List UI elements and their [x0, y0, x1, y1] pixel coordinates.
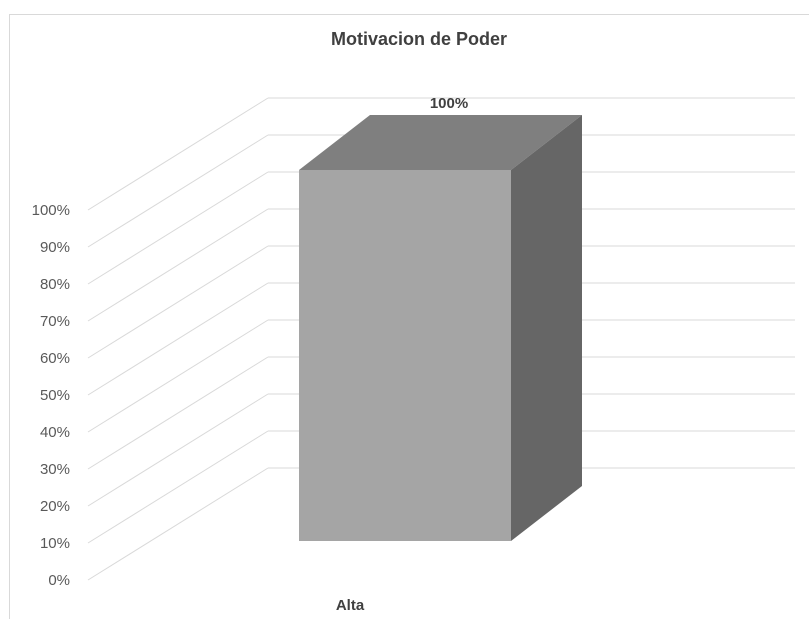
- y-tick-label: 70%: [40, 313, 70, 330]
- bars: [299, 115, 582, 541]
- bar-side: [511, 115, 582, 541]
- y-tick-label: 50%: [40, 387, 70, 404]
- gridline-side: [87, 245, 269, 359]
- data-labels: 100%: [430, 95, 468, 112]
- y-tick-label: 0%: [48, 572, 70, 589]
- gridline-side: [87, 134, 269, 248]
- gridline-side: [87, 282, 269, 396]
- y-axis-ticks: 0% 10% 20% 30% 40% 50% 60% 70% 80% 90% 100%: [32, 202, 70, 589]
- y-tick-label: 40%: [40, 424, 70, 441]
- gridline-side: [87, 356, 269, 470]
- data-label: 100%: [430, 95, 468, 112]
- chart-title: Motivacion de Poder: [331, 29, 507, 49]
- y-tick-label: 30%: [40, 461, 70, 478]
- x-category-label: Alta: [336, 597, 365, 614]
- bar-top: [299, 115, 582, 170]
- y-tick-label: 10%: [40, 535, 70, 552]
- gridline-side: [87, 393, 269, 507]
- y-tick-label: 60%: [40, 350, 70, 367]
- y-tick-label: 80%: [40, 276, 70, 293]
- y-tick-label: 20%: [40, 498, 70, 515]
- y-tick-label: 100%: [32, 202, 70, 219]
- chart-frame: [9, 14, 809, 619]
- gridline-side: [87, 467, 269, 581]
- bar-front: [299, 170, 511, 541]
- gridline-side: [87, 171, 269, 285]
- gridline-side: [87, 97, 269, 211]
- gridline-side: [87, 208, 269, 322]
- x-axis-categories: Alta: [336, 597, 365, 614]
- gridline-side: [87, 430, 269, 544]
- gridline-side: [87, 319, 269, 433]
- y-tick-label: 90%: [40, 239, 70, 256]
